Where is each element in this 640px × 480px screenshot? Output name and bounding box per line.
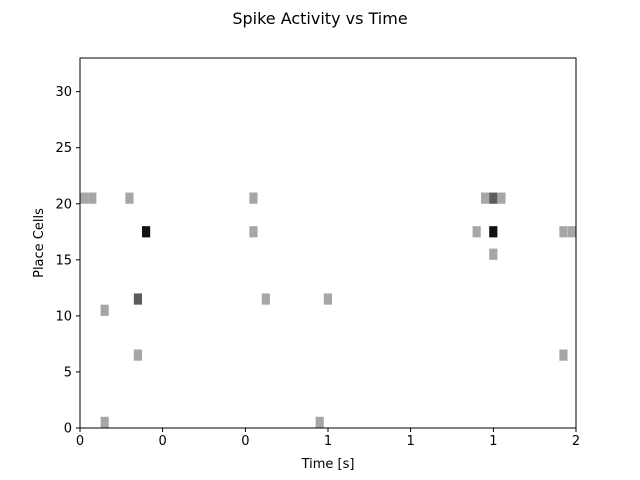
x-tick-label: 0 (158, 434, 166, 449)
spike-cell (472, 226, 481, 238)
spike-cell (489, 192, 498, 204)
spike-cell (100, 416, 109, 428)
x-tick-label: 1 (489, 434, 497, 449)
spike-cell (567, 226, 576, 238)
spike-cell (323, 293, 332, 305)
spike-cell (133, 349, 142, 361)
spike-cell (489, 226, 498, 238)
spike-cell (559, 349, 568, 361)
spike-cell (249, 226, 258, 238)
y-axis-label: Place Cells (32, 208, 47, 278)
x-tick-label: 0 (241, 434, 249, 449)
spike-cell (497, 192, 506, 204)
spike-cells (80, 192, 576, 428)
y-tick-label: 15 (55, 253, 72, 268)
y-tick-label: 25 (55, 141, 72, 156)
spike-cell (315, 416, 324, 428)
y-tick-label: 5 (64, 365, 72, 380)
y-tick-label: 20 (55, 197, 72, 212)
plot-frame (79, 57, 577, 429)
x-tick-label: 1 (406, 434, 414, 449)
x-axis: 0 0 0 1 1 1 2 (76, 428, 580, 449)
spike-cell (261, 293, 270, 305)
spike-cell (100, 304, 109, 316)
y-tick-label: 30 (55, 85, 72, 100)
x-tick-label: 2 (572, 434, 580, 449)
y-axis: 0 5 10 15 20 25 30 (55, 85, 80, 437)
y-tick-label: 10 (55, 309, 72, 324)
spike-cell (80, 192, 89, 204)
spike-cell (249, 192, 258, 204)
x-tick-label: 1 (324, 434, 332, 449)
x-axis-label: Time [s] (301, 457, 355, 472)
spike-cell (133, 293, 142, 305)
spike-cell (125, 192, 134, 204)
spike-cell (88, 192, 97, 204)
spike-cell (142, 226, 151, 238)
spike-cell (489, 248, 498, 260)
y-tick-label: 0 (64, 422, 72, 437)
spike-cell (481, 192, 490, 204)
x-tick-label: 0 (76, 434, 84, 449)
chart-title: Spike Activity vs Time (232, 9, 407, 28)
spike-cell (559, 226, 568, 238)
